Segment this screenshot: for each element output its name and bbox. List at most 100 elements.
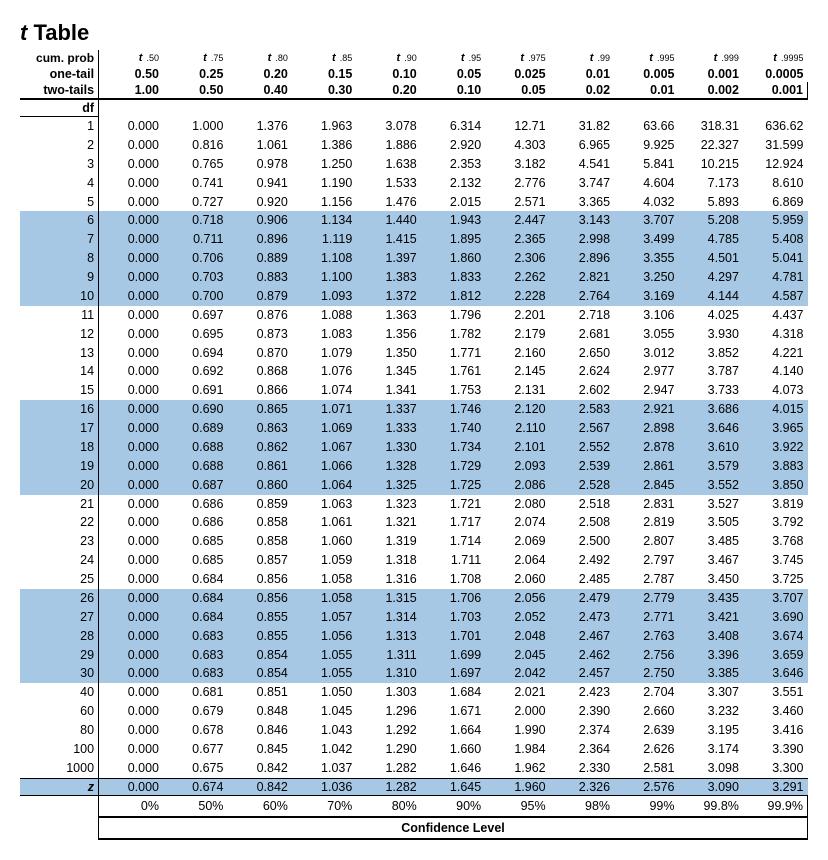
cell-value: 3.610 xyxy=(678,438,742,457)
table-title: t Table xyxy=(20,20,808,46)
hdr-onetail-val: 0.01 xyxy=(550,66,614,82)
cell-value: 0.688 xyxy=(163,438,227,457)
cell-value: 1.721 xyxy=(421,495,485,514)
cell-value: 1.282 xyxy=(356,759,420,778)
cell-value: 0.000 xyxy=(99,325,163,344)
cell-value: 4.785 xyxy=(678,230,742,249)
cell-value: 2.060 xyxy=(485,570,549,589)
cell-value: 1.725 xyxy=(421,476,485,495)
cell-df: 5 xyxy=(20,193,99,212)
cell-value: 2.048 xyxy=(485,627,549,646)
table-row: 150.0000.6910.8661.0741.3411.7532.1312.6… xyxy=(20,381,808,400)
cell-value: 0.000 xyxy=(99,344,163,363)
table-row: 400.0000.6810.8511.0501.3031.6842.0212.4… xyxy=(20,683,808,702)
cell-value: 3.106 xyxy=(614,306,678,325)
cell-value: 12.924 xyxy=(743,155,808,174)
cell-df: 19 xyxy=(20,457,99,476)
hdr-onetail-val: 0.15 xyxy=(292,66,356,82)
table-row: 210.0000.6860.8591.0631.3231.7212.0802.5… xyxy=(20,495,808,514)
cell-value: 1.761 xyxy=(421,362,485,381)
cell-df: 26 xyxy=(20,589,99,608)
hdr-onetail-val: 0.0005 xyxy=(743,66,808,82)
cell-value: 1.000 xyxy=(163,117,227,136)
cell-value: 3.674 xyxy=(743,627,808,646)
cell-value: 3.707 xyxy=(614,211,678,230)
cell-value: 0.000 xyxy=(99,362,163,381)
cell-value: 1.088 xyxy=(292,306,356,325)
hdr-onetail-val: 0.025 xyxy=(485,66,549,82)
cell-value: 0.000 xyxy=(99,268,163,287)
cell-df: 12 xyxy=(20,325,99,344)
z-cell: 2.326 xyxy=(550,778,614,795)
cell-df: 18 xyxy=(20,438,99,457)
cell-value: 0.816 xyxy=(163,136,227,155)
cell-value: 2.508 xyxy=(550,513,614,532)
cell-value: 0.678 xyxy=(163,721,227,740)
cell-value: 2.660 xyxy=(614,702,678,721)
cell-value: 4.140 xyxy=(743,362,808,381)
cell-value: 1.321 xyxy=(356,513,420,532)
cell-value: 3.499 xyxy=(614,230,678,249)
cell-value: 3.396 xyxy=(678,646,742,665)
cell-df: 8 xyxy=(20,249,99,268)
cell-df: 10 xyxy=(20,287,99,306)
cell-value: 1.330 xyxy=(356,438,420,457)
cell-value: 2.861 xyxy=(614,457,678,476)
cell-df: 3 xyxy=(20,155,99,174)
hdr-t-sub: t .99 xyxy=(550,50,614,66)
table-row: 10000.0000.6750.8421.0371.2821.6461.9622… xyxy=(20,759,808,778)
cell-value: 1.337 xyxy=(356,400,420,419)
hdr-twotail-val: 0.50 xyxy=(163,82,227,99)
cell-value: 0.920 xyxy=(227,193,291,212)
cell-df: 25 xyxy=(20,570,99,589)
cell-value: 10.215 xyxy=(678,155,742,174)
cell-value: 1.057 xyxy=(292,608,356,627)
cell-value: 1.812 xyxy=(421,287,485,306)
cell-value: 6.965 xyxy=(550,136,614,155)
cell-value: 2.797 xyxy=(614,551,678,570)
cell-value: 0.677 xyxy=(163,740,227,759)
table-header: cum. prob t .50t .75t .80t .85t .90t .95… xyxy=(20,50,808,117)
cell-df: 23 xyxy=(20,532,99,551)
cell-value: 3.390 xyxy=(743,740,808,759)
cell-value: 4.015 xyxy=(743,400,808,419)
cell-value: 3.686 xyxy=(678,400,742,419)
cell-value: 0.842 xyxy=(227,759,291,778)
cell-value: 1.415 xyxy=(356,230,420,249)
cell-value: 2.921 xyxy=(614,400,678,419)
row-twotail: two-tails 1.000.500.400.300.200.100.050.… xyxy=(20,82,808,99)
cell-df: 2 xyxy=(20,136,99,155)
table-row: 40.0000.7410.9411.1901.5332.1322.7763.74… xyxy=(20,174,808,193)
label-z: z xyxy=(20,778,99,795)
hdr-t-sub: t .85 xyxy=(292,50,356,66)
cell-value: 3.747 xyxy=(550,174,614,193)
table-row: 230.0000.6850.8581.0601.3191.7142.0692.5… xyxy=(20,532,808,551)
cell-value: 4.144 xyxy=(678,287,742,306)
hdr-twotail-val: 0.002 xyxy=(678,82,742,99)
table-row: 190.0000.6880.8611.0661.3281.7292.0932.5… xyxy=(20,457,808,476)
cell-value: 0.000 xyxy=(99,702,163,721)
cell-value: 0.857 xyxy=(227,551,291,570)
table-row: 800.0000.6780.8461.0431.2921.6641.9902.3… xyxy=(20,721,808,740)
row-z: z 0.0000.6740.8421.0361.2821.6451.9602.3… xyxy=(20,778,808,795)
cell-value: 1.061 xyxy=(292,513,356,532)
cell-value: 0.000 xyxy=(99,419,163,438)
cell-value: 1.076 xyxy=(292,362,356,381)
cell-value: 1.886 xyxy=(356,136,420,155)
cell-value: 4.587 xyxy=(743,287,808,306)
cell-value: 1.796 xyxy=(421,306,485,325)
cell-value: 0.711 xyxy=(163,230,227,249)
cell-value: 1.376 xyxy=(227,117,291,136)
hdr-onetail-val: 0.005 xyxy=(614,66,678,82)
cell-value: 1.383 xyxy=(356,268,420,287)
cell-value: 3.850 xyxy=(743,476,808,495)
cell-value: 1.074 xyxy=(292,381,356,400)
cell-value: 1.318 xyxy=(356,551,420,570)
z-cell: 3.090 xyxy=(678,778,742,795)
table-row: 100.0000.7000.8791.0931.3721.8122.2282.7… xyxy=(20,287,808,306)
cell-value: 0.941 xyxy=(227,174,291,193)
cell-value: 9.925 xyxy=(614,136,678,155)
cell-value: 2.045 xyxy=(485,646,549,665)
hdr-t-sub: t .75 xyxy=(163,50,227,66)
cell-value: 0.703 xyxy=(163,268,227,287)
